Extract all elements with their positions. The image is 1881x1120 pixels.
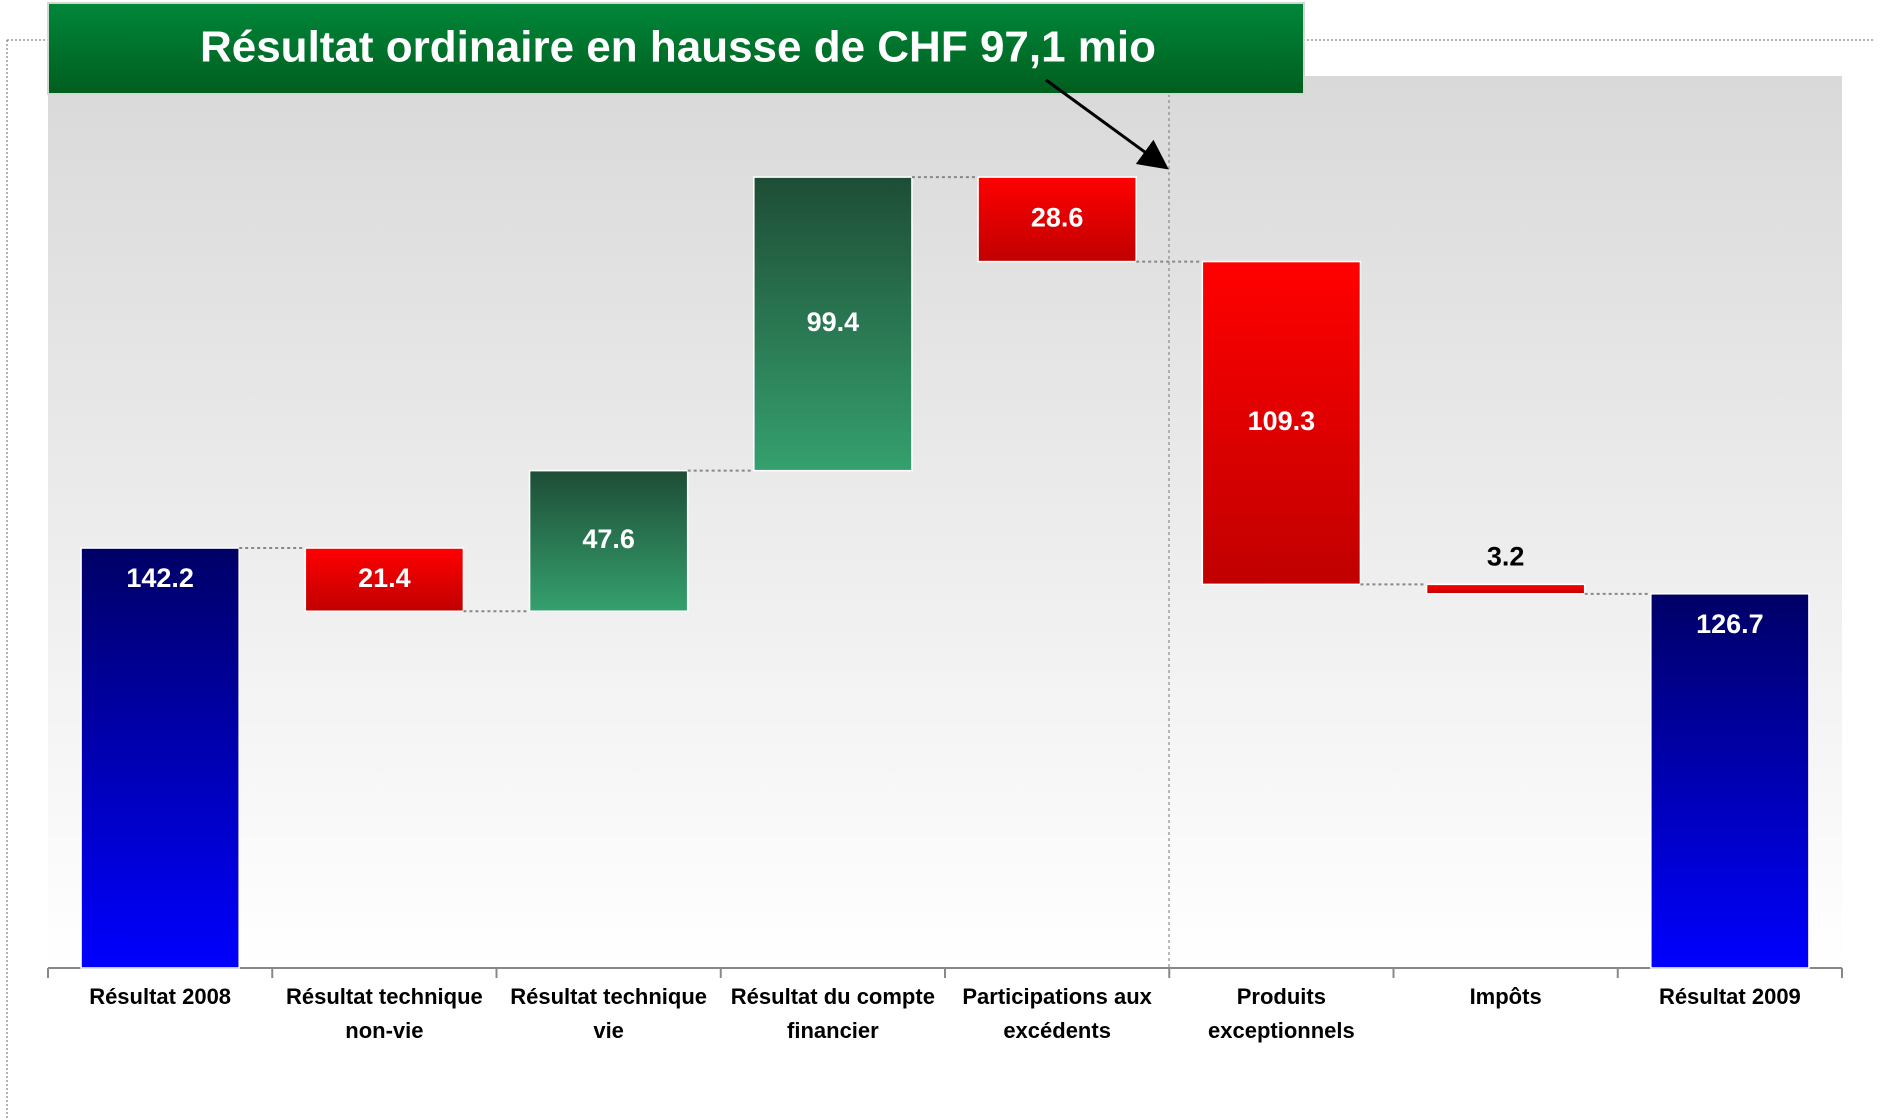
value-label: 142.2 bbox=[126, 563, 194, 593]
value-label: 21.4 bbox=[358, 563, 411, 593]
x-tick-label: Impôts bbox=[1469, 984, 1542, 1009]
x-tick-label: Participations aux excédents bbox=[962, 984, 1152, 1043]
plot-area bbox=[48, 76, 1842, 968]
bar bbox=[304, 547, 465, 612]
x-tick-label: Résultat 2009 bbox=[1658, 984, 1801, 1009]
value-label: 3.2 bbox=[1487, 541, 1525, 571]
bar bbox=[80, 547, 240, 969]
bar bbox=[1425, 583, 1586, 595]
arrow bbox=[1045, 78, 1169, 170]
bar bbox=[528, 469, 689, 612]
title-box bbox=[47, 2, 1305, 95]
bar bbox=[753, 176, 913, 472]
bar bbox=[1650, 593, 1810, 969]
bar bbox=[977, 176, 1137, 263]
value-label: 47.6 bbox=[582, 524, 635, 554]
x-tick-label: Résultat technique vie bbox=[510, 984, 708, 1043]
value-label: 28.6 bbox=[1031, 202, 1084, 232]
bar bbox=[1201, 260, 1362, 586]
x-tick-label: Produits exceptionnels bbox=[1208, 984, 1355, 1043]
value-label: 99.4 bbox=[807, 307, 860, 337]
value-label: 126.7 bbox=[1696, 609, 1764, 639]
x-tick-label: Résultat du compte financier bbox=[730, 984, 935, 1043]
x-tick-label: Résultat technique non-vie bbox=[285, 984, 483, 1043]
value-label: 109.3 bbox=[1248, 406, 1316, 436]
x-tick-label: Résultat 2008 bbox=[89, 984, 232, 1009]
chart-title: Résultat ordinaire en hausse de CHF 97,1… bbox=[200, 23, 1156, 72]
